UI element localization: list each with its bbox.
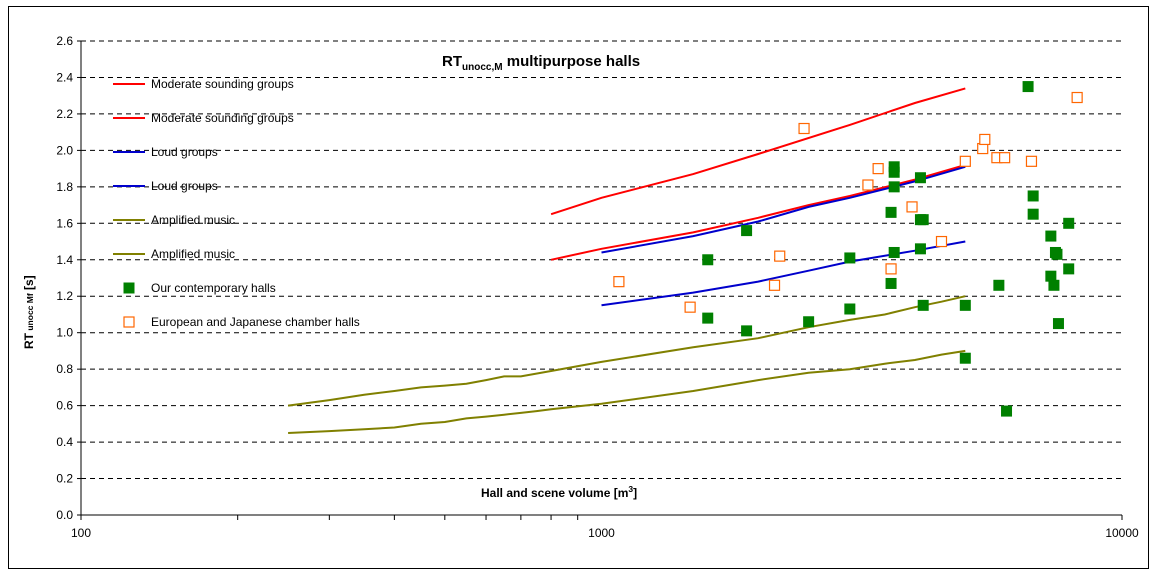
legend-label: Moderate sounding groups <box>151 77 294 91</box>
data-point-european-japanese <box>768 279 781 291</box>
data-point-contemporary <box>1045 230 1057 242</box>
data-point-contemporary <box>803 316 815 328</box>
data-point-contemporary <box>885 277 897 289</box>
data-point-european-japanese <box>613 276 625 288</box>
x-tick-label: 1000 <box>588 526 615 540</box>
x-axis-title: Hall and scene volume [m3] <box>481 484 637 500</box>
series-line-0 <box>550 87 966 216</box>
y-tick-label: 2.0 <box>56 143 73 157</box>
data-point-contemporary <box>1048 279 1060 291</box>
data-point-european-japanese <box>977 142 989 155</box>
data-point-european-japanese <box>979 133 991 146</box>
data-point-contemporary <box>702 254 714 266</box>
y-tick-label: 2.6 <box>56 34 73 48</box>
data-point-contemporary <box>741 225 753 237</box>
data-point-contemporary <box>959 352 971 364</box>
data-point-european-japanese <box>959 155 971 167</box>
data-point-european-japanese <box>885 263 897 275</box>
x-tick-label: 10000 <box>1105 526 1139 540</box>
data-point-european-japanese <box>872 163 884 175</box>
chart-title-main: RT <box>442 53 462 70</box>
series-line-2 <box>601 165 966 254</box>
data-point-european-japanese <box>684 301 696 313</box>
data-point-european-japanese <box>862 179 874 191</box>
series-line-1 <box>550 164 966 261</box>
data-point-contemporary <box>914 172 926 184</box>
data-point-contemporary <box>1001 405 1013 417</box>
data-point-contemporary <box>917 214 929 226</box>
x-axis-title-main: Hall and scene volume [m <box>481 486 628 500</box>
data-point-contemporary <box>1022 81 1034 93</box>
series-line-3 <box>601 240 966 307</box>
data-point-european-japanese <box>935 235 948 248</box>
data-point-contemporary <box>844 303 856 315</box>
y-axis-title-end: [s] <box>22 275 36 293</box>
data-point-contemporary <box>959 299 971 311</box>
data-point-contemporary <box>1051 248 1063 260</box>
data-point-contemporary <box>1045 270 1057 282</box>
y-tick-label: 0.4 <box>56 435 73 449</box>
legend-label: Amplified music <box>151 213 235 227</box>
legend-label: Loud groups <box>151 145 218 159</box>
data-point-contemporary <box>1063 263 1075 275</box>
data-point-european-japanese <box>906 201 918 213</box>
y-axis-title: RT unocc Mf [s] <box>22 275 36 349</box>
data-point-contemporary <box>741 325 753 337</box>
x-tick-label: 100 <box>71 526 91 540</box>
legend-label: Amplified music <box>151 247 235 261</box>
y-tick-label: 1.2 <box>56 289 73 303</box>
chart-title-rest: multipurpose halls <box>503 53 641 70</box>
data-point-contemporary <box>702 312 714 324</box>
data-point-contemporary <box>888 166 900 178</box>
legend-label: Our contemporary halls <box>151 281 276 295</box>
data-point-contemporary <box>888 181 900 193</box>
y-tick-label: 2.4 <box>56 70 73 84</box>
y-tick-label: 0.2 <box>56 472 73 486</box>
y-tick-label: 0.6 <box>56 399 73 413</box>
data-point-contemporary <box>1063 217 1075 229</box>
data-point-contemporary <box>888 246 900 258</box>
chart-svg: 0.0 0.2 0.4 0.6 0.8 1.0 1.2 1.4 1.6 1.8 2.0 2.2 2.4 2… <box>22 34 1139 540</box>
legend-swatch-open-marker <box>123 316 135 328</box>
data-point-contemporary <box>1027 190 1039 202</box>
chart-title: RTunocc,M multipurpose halls <box>442 53 640 73</box>
legend-label: Moderate sounding groups <box>151 111 294 125</box>
y-tick-label: 2.2 <box>56 107 73 121</box>
y-tick-label: 1.8 <box>56 180 73 194</box>
legend-swatch-filled-marker <box>123 282 135 294</box>
data-point-european-japanese <box>1071 91 1083 104</box>
data-point-contemporary <box>993 279 1005 291</box>
series-line-5 <box>288 349 966 434</box>
data-point-european-japanese <box>798 122 810 135</box>
series-line-4 <box>287 295 966 407</box>
y-axis-title-main: RT <box>22 332 36 349</box>
data-point-european-japanese <box>774 250 786 262</box>
data-point-contemporary <box>885 206 897 218</box>
legend-label: European and Japanese chamber halls <box>151 315 360 329</box>
y-tick-label: 1.4 <box>56 253 73 267</box>
data-point-contemporary <box>1052 318 1064 330</box>
y-tick-label: 0.8 <box>56 362 73 376</box>
y-tick-label: 1.6 <box>56 216 73 230</box>
axis-layer: 0.0 0.2 0.4 0.6 0.8 1.0 1.2 1.4 1.6 1.8 2.0 2.2 2.4 2… <box>56 34 1139 540</box>
data-point-contemporary <box>914 243 926 255</box>
y-tick-label: 0.0 <box>56 508 73 522</box>
data-point-contemporary <box>844 252 856 264</box>
grid-layer <box>81 40 1122 480</box>
data-point-contemporary <box>917 299 929 311</box>
y-tick-label: 1.0 <box>56 326 73 340</box>
data-point-contemporary <box>1027 208 1039 220</box>
legend-label: Loud groups <box>151 179 218 193</box>
series-layer <box>287 81 1083 434</box>
chart-title-sub: unocc,M <box>462 62 503 73</box>
data-point-european-japanese <box>999 152 1011 164</box>
data-point-european-japanese <box>1025 155 1038 167</box>
y-axis-title-sub: unocc Mf <box>25 293 35 333</box>
x-axis-title-end: ] <box>633 486 637 500</box>
legend-layer: Moderate sounding groups Moderate soundin… <box>113 77 360 329</box>
x-axis-title-sup: 3 <box>628 484 633 494</box>
chart-frame: 0.0 0.2 0.4 0.6 0.8 1.0 1.2 1.4 1.6 1.8 2.0 2.2 2.4 2… <box>8 6 1149 569</box>
